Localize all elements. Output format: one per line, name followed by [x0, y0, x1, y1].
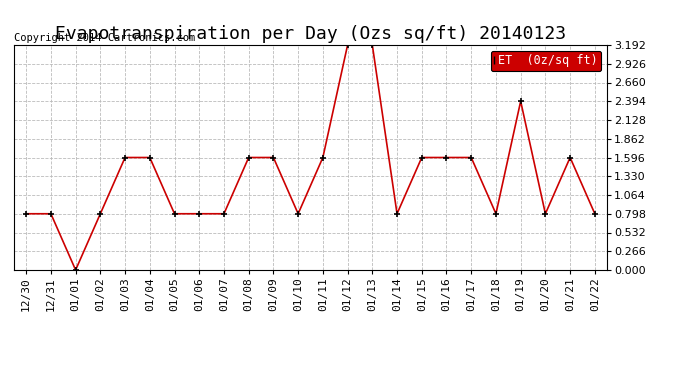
Text: Copyright 2014 Cartronics.com: Copyright 2014 Cartronics.com	[14, 33, 195, 43]
Legend: ET  (0z/sq ft): ET (0z/sq ft)	[491, 51, 601, 71]
Title: Evapotranspiration per Day (Ozs sq/ft) 20140123: Evapotranspiration per Day (Ozs sq/ft) 2…	[55, 26, 566, 44]
